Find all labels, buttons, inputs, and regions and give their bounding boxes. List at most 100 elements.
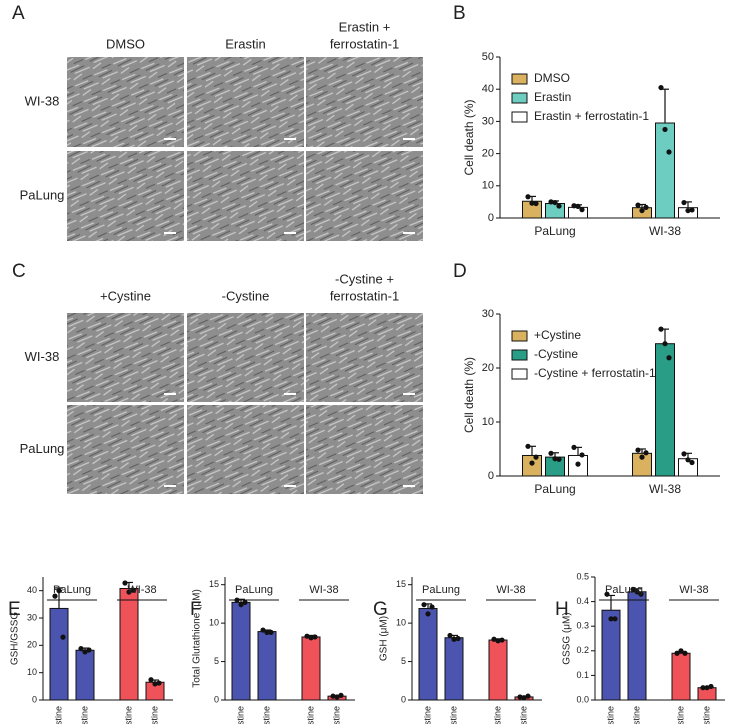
data-point (495, 638, 501, 644)
data-point (579, 207, 585, 213)
data-point (491, 636, 497, 642)
y-tick-label: 15 (209, 579, 219, 589)
x-tick-label: -Cystine (701, 706, 711, 724)
data-point (635, 202, 641, 208)
x-tick-label: +Cystine (235, 706, 245, 724)
data-point (78, 646, 84, 652)
data-point (499, 637, 505, 643)
column-label: Erastin + (339, 19, 391, 34)
x-tick-label: -Cystine (631, 706, 641, 724)
column-label: +Cystine (100, 288, 151, 303)
data-point (708, 683, 714, 690)
data-point (674, 650, 680, 656)
y-tick-label: 0.4 (576, 596, 589, 606)
data-point (152, 681, 158, 687)
y-axis-label: Cell death (%) (462, 357, 476, 433)
data-point (268, 629, 274, 635)
x-tick-label: WI-38 (649, 482, 681, 496)
data-point (330, 693, 336, 699)
data-point (635, 447, 641, 453)
data-point (308, 635, 314, 641)
x-tick-label: +Cystine (305, 706, 315, 724)
legend-swatch (511, 330, 528, 342)
bar (655, 343, 675, 477)
data-point (666, 355, 672, 361)
y-tick-label: 50 (482, 51, 494, 63)
data-point (451, 636, 457, 642)
legend-label: Erastin + ferrostatin-1 (534, 109, 649, 123)
x-tick-label: +Cystine (675, 706, 685, 724)
micrograph (187, 57, 304, 147)
data-point (552, 199, 558, 206)
data-point (685, 207, 691, 214)
data-point (425, 611, 431, 617)
x-tick-label: PaLung (534, 482, 575, 496)
y-tick-label: 10 (27, 667, 37, 677)
row-label: PaLung (20, 441, 65, 456)
data-point (521, 695, 527, 701)
data-point (533, 454, 539, 460)
y-tick-label: 40 (27, 585, 37, 595)
x-tick-label: PaLung (534, 224, 575, 238)
group-label: PaLung (53, 584, 91, 596)
column-label: -Cystine (222, 288, 270, 303)
group-label: WI-38 (679, 584, 708, 596)
y-tick-label: 0 (488, 470, 494, 482)
data-point (575, 461, 581, 467)
bar (655, 122, 675, 219)
data-point (689, 459, 695, 466)
data-point (689, 207, 695, 213)
x-tick-label: -Cystine (331, 706, 341, 724)
micrograph (67, 405, 184, 494)
data-point (529, 460, 535, 466)
panel-letter: B (453, 3, 466, 24)
data-point (126, 589, 132, 595)
bar (545, 203, 565, 219)
y-tick-label: 0 (488, 212, 494, 224)
data-point (86, 647, 92, 653)
data-point (682, 650, 688, 656)
y-tick-label: 30 (482, 308, 494, 320)
data-point (517, 694, 523, 700)
data-point (658, 326, 664, 332)
y-axis-label: GSH (μM) (379, 616, 390, 661)
y-tick-label: 0.2 (576, 645, 589, 655)
x-tick-label: +Cystine (492, 706, 502, 724)
data-point (604, 591, 610, 597)
data-point (552, 456, 558, 462)
data-point (678, 648, 684, 654)
y-tick-label: 15 (396, 579, 406, 589)
data-point (455, 635, 461, 642)
data-point (525, 693, 531, 699)
data-point (52, 593, 58, 599)
data-point (579, 452, 585, 458)
y-tick-label: 30 (27, 612, 37, 622)
data-point (260, 627, 266, 633)
bar (231, 601, 251, 701)
data-point (548, 199, 554, 205)
legend-swatch (511, 368, 528, 380)
data-point (681, 451, 687, 457)
data-point (704, 685, 710, 691)
group-label: PaLung (235, 584, 273, 596)
data-point (156, 680, 162, 686)
data-point (238, 602, 244, 608)
column-label: DMSO (106, 36, 145, 51)
row-label: PaLung (20, 187, 65, 202)
micrograph (187, 405, 304, 494)
panel-letter: D (453, 261, 467, 282)
data-point (608, 616, 614, 622)
y-tick-label: 0.0 (576, 694, 589, 704)
micrograph (67, 313, 184, 402)
group-label: WI-38 (127, 584, 156, 596)
data-point (681, 199, 687, 206)
data-point (634, 589, 640, 595)
data-point (60, 634, 66, 640)
x-tick-label: -Cystine (261, 706, 271, 724)
bar (418, 608, 438, 701)
data-point (556, 456, 562, 462)
panel-letter: A (12, 3, 25, 24)
x-tick-label: +Cystine (422, 706, 432, 724)
legend-label: +Cystine (534, 328, 581, 342)
y-tick-label: 20 (482, 362, 494, 374)
